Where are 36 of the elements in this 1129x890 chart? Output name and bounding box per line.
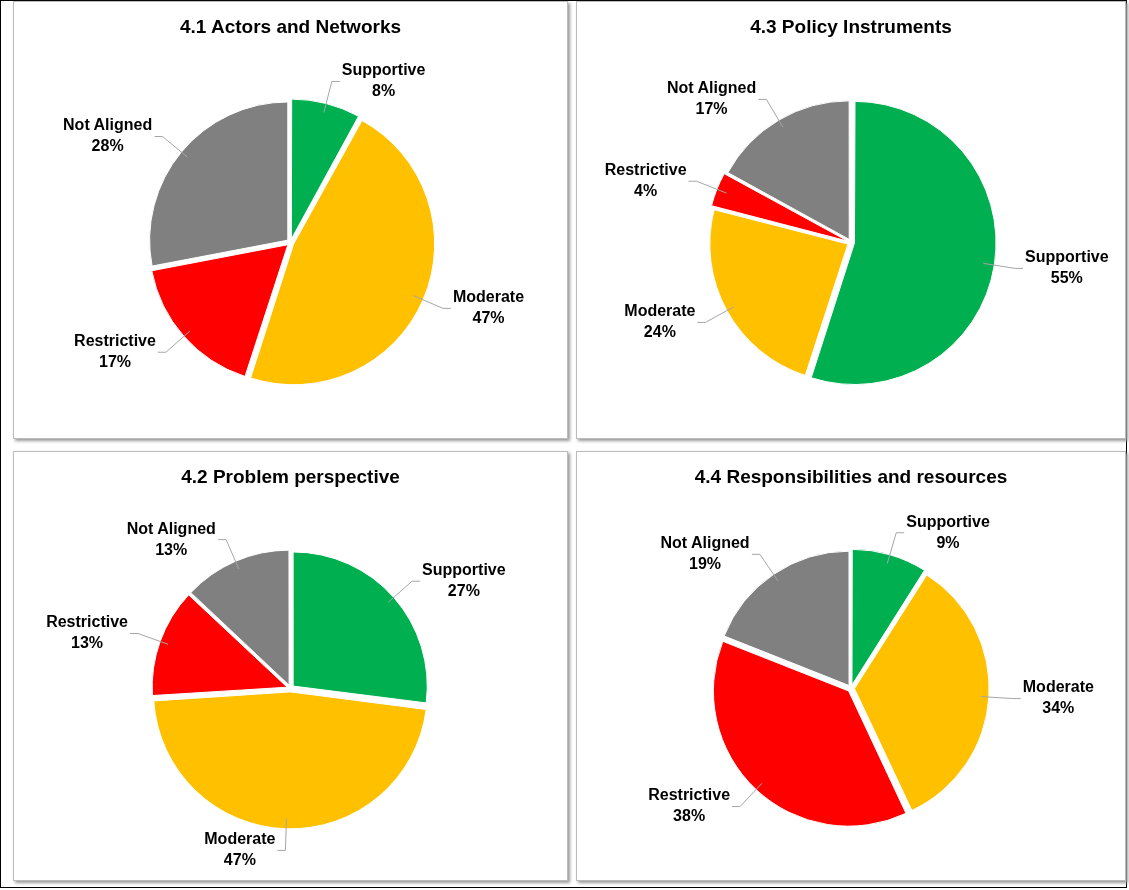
slice-label: Restrictive — [74, 332, 156, 350]
data-label: 13% — [71, 634, 104, 652]
data-label: 28% — [91, 137, 124, 155]
slice-label: Not Aligned — [126, 519, 216, 537]
data-label: 13% — [155, 540, 188, 558]
data-label: 34% — [1042, 699, 1075, 717]
slice-label: Supportive — [906, 512, 990, 530]
data-label: 17% — [98, 353, 132, 371]
data-label: 9% — [936, 533, 960, 551]
slice-label: Restrictive — [46, 613, 129, 631]
slice-label: Restrictive — [648, 786, 731, 804]
slice-label: Moderate — [624, 302, 696, 320]
slice-label: Supportive — [1025, 248, 1109, 266]
chart-title: 4.4 Responsibilities and resources — [694, 465, 1008, 487]
data-label: 27% — [447, 582, 480, 600]
data-label: 47% — [472, 309, 505, 327]
chart-title: 4.1 Actors and Networks — [179, 15, 402, 37]
slice-label: Not Aligned — [666, 79, 757, 97]
data-label: 8% — [372, 82, 396, 100]
data-label: 24% — [643, 323, 676, 341]
slice-label: Supportive — [341, 61, 426, 79]
data-label: 4% — [634, 182, 658, 200]
slice-label: Moderate — [1022, 678, 1095, 696]
slice-label: Restrictive — [604, 161, 687, 179]
slice-label: Not Aligned — [660, 534, 750, 552]
data-label: 47% — [223, 851, 256, 869]
slice-label: Moderate — [204, 830, 276, 848]
data-label: 17% — [695, 100, 728, 118]
chart-title: 4.2 Problem perspective — [181, 465, 400, 487]
data-label: 19% — [688, 555, 722, 573]
data-label: 55% — [1050, 269, 1083, 287]
slice-label: Moderate — [452, 288, 525, 306]
data-label: 38% — [673, 807, 706, 825]
slice-label: Not Aligned — [63, 116, 153, 134]
slice-label: Supportive — [422, 561, 506, 579]
chart-title: 4.3 Policy Instruments — [750, 15, 952, 37]
